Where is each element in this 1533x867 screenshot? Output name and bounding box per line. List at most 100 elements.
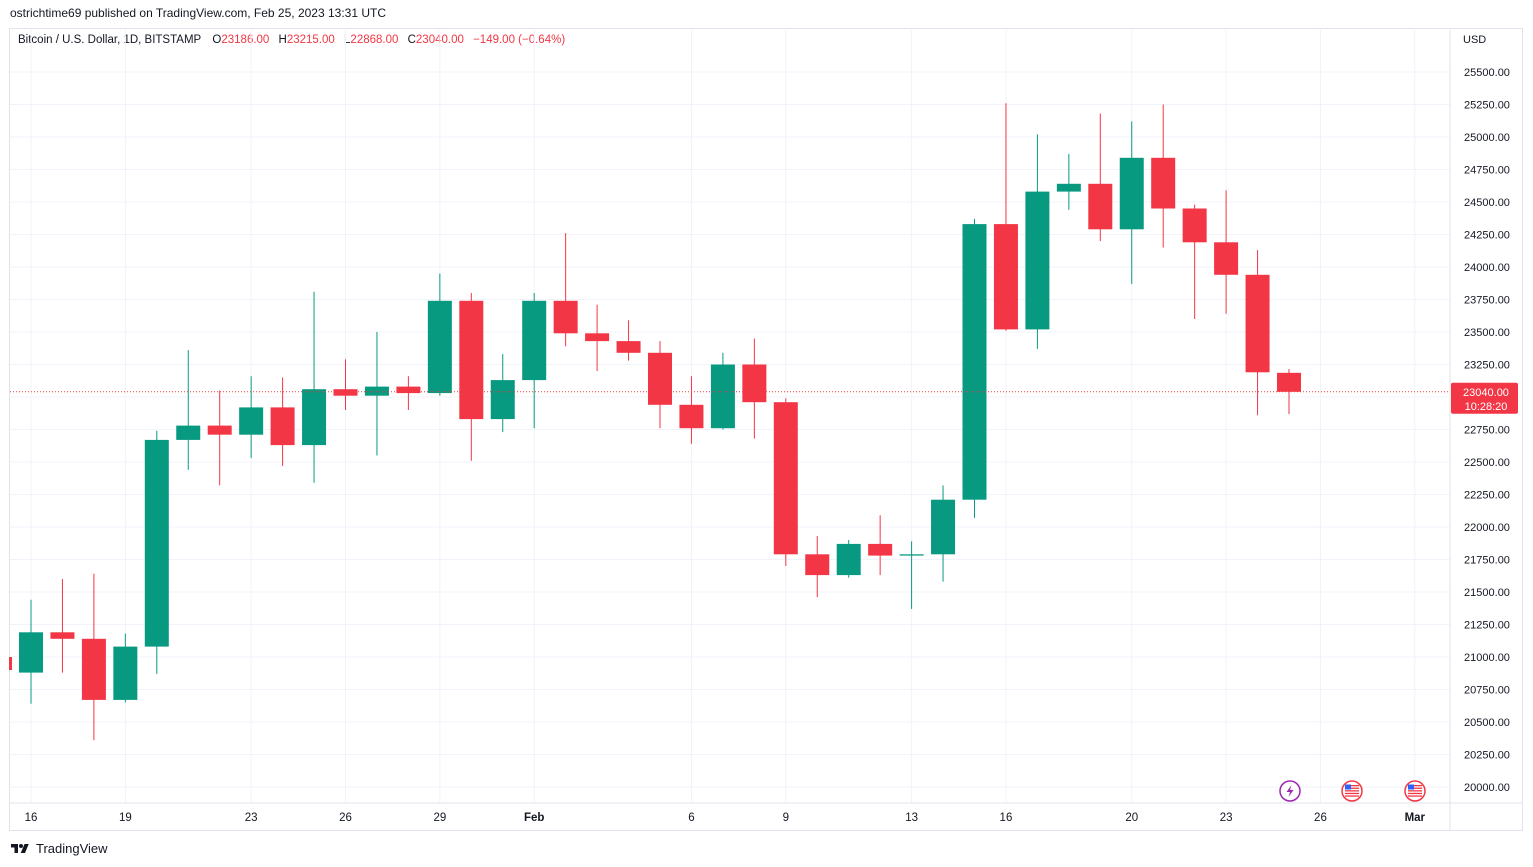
y-tick-label: 22250.00 — [1464, 490, 1510, 502]
low-label: L — [344, 34, 351, 46]
candle[interactable] — [616, 320, 641, 361]
candle[interactable] — [490, 354, 515, 433]
y-tick-label: 25500.00 — [1464, 67, 1510, 79]
y-tick-label: 25000.00 — [1464, 132, 1510, 144]
candle[interactable] — [1182, 204, 1207, 319]
candle[interactable] — [459, 293, 484, 461]
x-tick-label: 26 — [339, 812, 352, 824]
current-price-value: 23040.00 — [1463, 387, 1509, 399]
y-tick-label: 20000.00 — [1464, 782, 1510, 794]
candle[interactable] — [207, 390, 232, 486]
candle[interactable] — [1245, 250, 1270, 416]
candle[interactable] — [553, 233, 578, 347]
candle[interactable] — [805, 536, 830, 598]
y-tick-label: 20750.00 — [1464, 685, 1510, 697]
candle[interactable] — [931, 485, 956, 582]
candle[interactable] — [176, 350, 201, 470]
y-tick-label: 23500.00 — [1464, 327, 1510, 339]
candle-body — [19, 632, 43, 673]
lightning-icon[interactable] — [1279, 780, 1301, 802]
candle[interactable] — [868, 515, 893, 576]
x-tick-label: 29 — [433, 812, 446, 824]
candle-body — [1277, 372, 1301, 392]
candle[interactable] — [648, 341, 672, 429]
x-tick-label: 23 — [1220, 812, 1233, 824]
candle-body — [459, 300, 484, 420]
candle[interactable] — [427, 273, 452, 396]
candle[interactable] — [899, 541, 924, 609]
candle[interactable] — [302, 291, 327, 483]
x-tick-label: 13 — [905, 812, 918, 824]
candle[interactable] — [773, 398, 798, 566]
us-flag-icon[interactable] — [1404, 780, 1426, 802]
candle[interactable] — [962, 218, 987, 518]
candle-body — [176, 425, 201, 440]
candle-body — [364, 386, 389, 396]
candle[interactable] — [836, 540, 861, 578]
open-label: O — [212, 34, 222, 46]
candle[interactable] — [81, 573, 106, 741]
us-flag-icon[interactable] — [1341, 780, 1363, 802]
candle[interactable] — [679, 376, 704, 444]
candle[interactable] — [585, 304, 610, 371]
high-value: 23215.00 — [286, 34, 335, 46]
y-tick-label: 23750.00 — [1464, 295, 1510, 307]
y-tick-label: 24000.00 — [1464, 262, 1510, 274]
candle-body — [773, 402, 798, 555]
x-tick-label: 26 — [1314, 812, 1327, 824]
candle[interactable] — [1088, 113, 1113, 241]
tradingview-footer[interactable]: TradingView — [10, 841, 108, 856]
candle[interactable] — [396, 376, 421, 410]
candle[interactable] — [1025, 134, 1050, 349]
candle[interactable] — [1119, 121, 1144, 284]
candle-body — [239, 407, 264, 435]
candle-body — [868, 543, 893, 556]
candle[interactable] — [50, 579, 75, 673]
candle-body — [81, 638, 106, 700]
candle-body — [616, 341, 641, 353]
y-tick-label: 22750.00 — [1464, 425, 1510, 437]
candle[interactable] — [993, 103, 1018, 331]
x-tick-label: 16 — [1000, 812, 1013, 824]
candle[interactable] — [710, 352, 735, 430]
candle-body — [427, 300, 452, 394]
candle[interactable] — [19, 599, 43, 704]
candle-body — [553, 300, 578, 334]
candle-body — [1245, 274, 1270, 373]
chart-frame — [9, 28, 1523, 831]
candle-body — [333, 389, 358, 396]
candle-body — [679, 404, 704, 429]
candle[interactable] — [742, 338, 767, 439]
candle[interactable] — [144, 430, 169, 674]
candle-body — [648, 352, 672, 405]
candle-body — [1119, 157, 1144, 230]
candle-body — [207, 425, 232, 435]
candle-body — [710, 364, 735, 429]
y-tick-label: 21500.00 — [1464, 587, 1510, 599]
candle[interactable] — [1056, 153, 1081, 210]
candle-body — [270, 407, 295, 446]
y-tick-label: 22500.00 — [1464, 457, 1510, 469]
candle[interactable] — [1151, 104, 1176, 248]
candle[interactable] — [364, 332, 389, 456]
high-label: H — [278, 34, 287, 46]
publisher-line: ostrichtime69 published on TradingView.c… — [10, 6, 386, 20]
candle-body — [490, 380, 515, 420]
candle-body — [1214, 242, 1239, 275]
change-value: −149.00 (−0.64%) — [473, 34, 566, 46]
symbol-title[interactable]: Bitcoin / U.S. Dollar, 1D, BITSTAMP — [18, 34, 202, 46]
open-value: 23186.00 — [221, 34, 270, 46]
candle[interactable] — [113, 633, 138, 703]
candle[interactable] — [239, 376, 264, 459]
candle-body — [522, 300, 547, 381]
candle[interactable] — [1214, 190, 1239, 314]
x-tick-label: 16 — [25, 812, 38, 824]
candle-body — [1025, 191, 1050, 330]
tradingview-logo-icon — [11, 843, 29, 853]
candle[interactable] — [522, 293, 547, 429]
candle-body — [993, 224, 1018, 330]
candle[interactable] — [333, 359, 358, 410]
candle-body — [962, 224, 987, 500]
candle[interactable] — [270, 377, 295, 466]
